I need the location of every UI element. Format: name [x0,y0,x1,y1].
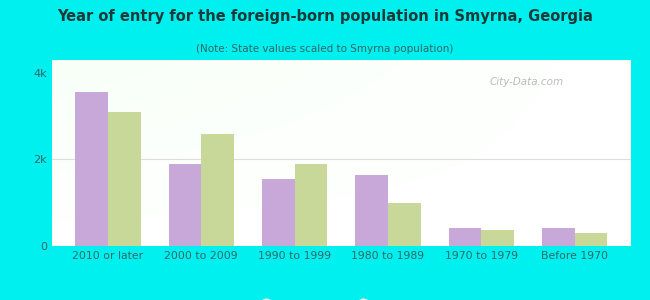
Bar [481,230,514,246]
Bar [168,164,202,246]
Text: City-Data.com: City-Data.com [489,77,564,87]
Bar [448,228,481,246]
Bar [542,228,575,246]
Bar [262,179,294,246]
Bar [388,203,421,246]
Text: Year of entry for the foreign-born population in Smyrna, Georgia: Year of entry for the foreign-born popul… [57,9,593,24]
Bar [575,233,607,246]
Bar [108,112,140,246]
Bar [202,134,234,246]
Bar [75,92,108,246]
Text: (Note: State values scaled to Smyrna population): (Note: State values scaled to Smyrna pop… [196,44,454,53]
Legend: Smyrna, Georgia: Smyrna, Georgia [248,295,434,300]
Bar [294,164,327,246]
Bar [356,175,388,246]
